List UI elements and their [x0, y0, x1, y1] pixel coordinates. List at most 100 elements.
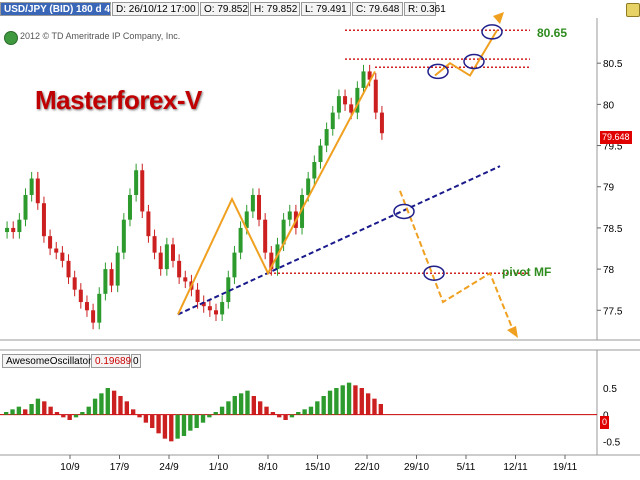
candle-body	[91, 310, 96, 323]
pivot-label: pivot MF	[502, 265, 552, 279]
osc-bar	[61, 414, 66, 418]
osc-bar	[188, 414, 193, 431]
candle-body	[207, 306, 212, 311]
candle-body	[11, 227, 16, 233]
forecast-up-line	[434, 29, 498, 77]
x-tick-label: 15/10	[305, 462, 330, 473]
osc-bar	[150, 414, 155, 428]
osc-bar	[359, 388, 364, 415]
osc-bar	[156, 414, 161, 434]
x-tick-label: 12/11	[503, 462, 528, 473]
osc-bar	[378, 404, 383, 415]
candle-body	[60, 252, 65, 261]
osc-bar	[111, 390, 117, 415]
candle-body	[324, 129, 329, 146]
osc-bar	[340, 385, 345, 415]
candle-body	[54, 248, 59, 253]
forecast-up-arrow	[493, 12, 504, 24]
highlight-circle	[463, 53, 485, 70]
highlight-circle	[393, 203, 415, 220]
x-tick-label: 8/10	[258, 462, 278, 473]
osc-bar	[200, 414, 206, 423]
oscillator-extra: 0	[131, 354, 141, 368]
osc-bar	[327, 390, 333, 415]
candle-body	[373, 79, 378, 113]
osc-bar	[270, 412, 276, 415]
candle-body	[263, 219, 268, 253]
osc-bar	[238, 393, 244, 415]
trendline	[177, 165, 501, 316]
x-tick-label: 5/11	[457, 462, 476, 473]
osc-bar	[219, 406, 225, 415]
osc-bar	[54, 412, 60, 415]
osc-bar	[245, 390, 250, 415]
osc-bar	[4, 412, 9, 415]
osc-bar	[226, 401, 231, 415]
candle-body	[29, 178, 34, 195]
osc-bar	[181, 414, 187, 436]
candle-body	[183, 277, 188, 282]
symbol-label: USD/JPY (BID) 180 d 4h	[0, 2, 116, 16]
candle-body	[41, 203, 46, 237]
x-tick-label: 10/9	[60, 462, 80, 473]
oscillator-value: 0.19689	[91, 354, 131, 368]
highlight-circle	[427, 63, 449, 80]
target-price-label: 80.65	[537, 26, 568, 40]
current-price-tag: 79.648	[600, 131, 632, 144]
x-tick-label: 22/10	[354, 462, 379, 473]
candle-body	[232, 252, 237, 278]
osc-bar	[42, 401, 47, 415]
candle-body	[244, 211, 249, 228]
candle-body	[146, 211, 151, 237]
osc-bar	[67, 414, 72, 420]
osc-bar	[194, 414, 199, 428]
osc-bar	[92, 398, 98, 415]
y-tick-label: 79	[603, 183, 615, 194]
candle-body	[127, 194, 132, 220]
osc-bar	[48, 406, 53, 415]
osc-bar	[334, 388, 339, 415]
open-readout: O: 79.852	[200, 2, 249, 16]
candle-body	[379, 112, 384, 134]
candle-body	[78, 289, 83, 303]
candle-body	[300, 194, 305, 228]
candle-body	[257, 194, 262, 220]
osc-bar	[302, 409, 307, 415]
pattern-line	[177, 70, 376, 315]
x-tick-label: 19/11	[553, 462, 578, 473]
high-readout: H: 79.852	[250, 2, 300, 16]
osc-bar	[10, 409, 15, 415]
osc-bar	[264, 406, 269, 415]
candle-body	[201, 302, 206, 307]
osc-bar	[308, 406, 314, 415]
candle-body	[103, 269, 108, 294]
y-tick-label: 80.5	[603, 59, 623, 70]
brand-title: Masterforex-V	[35, 85, 202, 115]
range-readout: R: 0.361	[404, 2, 446, 16]
osc-bar	[315, 401, 320, 415]
candle-body	[195, 289, 200, 303]
candle-body	[306, 178, 311, 195]
candle-body	[220, 302, 225, 315]
oscillator-zero-tag: 0	[600, 416, 610, 429]
osc-bar	[29, 404, 34, 415]
candle-body	[134, 170, 139, 195]
osc-bar	[283, 414, 288, 420]
osc-bar	[346, 382, 352, 415]
y-tick-label: 78.5	[603, 224, 623, 235]
candle-body	[269, 252, 274, 270]
info-icon[interactable]	[4, 31, 18, 45]
y-tick-label: 78	[603, 265, 615, 276]
candle-body	[214, 310, 219, 315]
copyright-text: 2012 © TD Ameritrade IP Company, Inc.	[20, 31, 181, 41]
osc-y-tick-label: 0.5	[603, 384, 617, 395]
candle-body	[318, 145, 323, 163]
forecast-down-line	[399, 190, 516, 336]
osc-bar	[118, 396, 123, 415]
y-tick-label: 80	[603, 100, 615, 111]
osc-bar	[99, 393, 104, 415]
osc-bar	[353, 385, 358, 415]
osc-bar	[162, 414, 168, 439]
candle-body	[84, 302, 89, 311]
